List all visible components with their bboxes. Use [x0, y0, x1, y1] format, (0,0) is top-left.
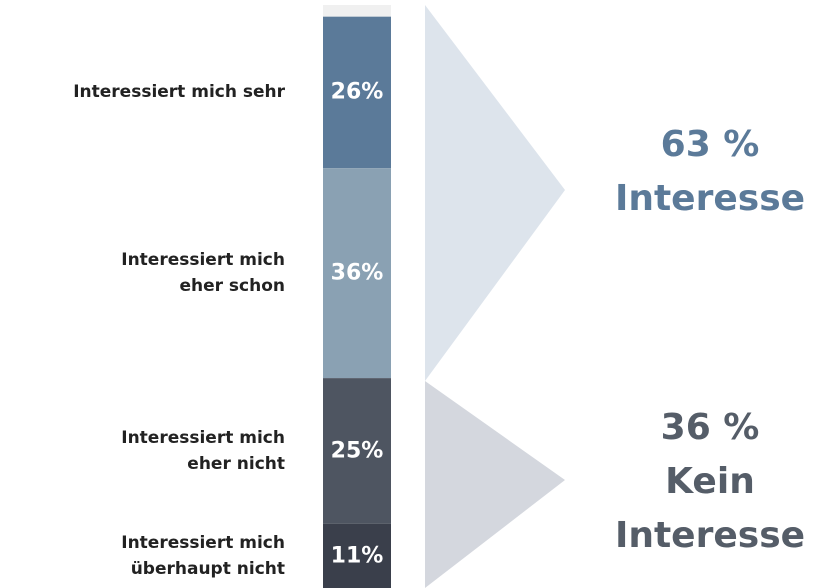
category-label: Interessiert mich sehr — [73, 82, 285, 103]
bar-segment — [323, 523, 391, 588]
category-label: Interessiert mich eher schon — [121, 250, 285, 297]
value-label: 36% — [330, 260, 384, 286]
bracket-no-interest — [425, 381, 565, 588]
annotation: 36 % Kein Interesse — [614, 407, 806, 556]
value-label: 11% — [330, 543, 384, 569]
bracket-interest — [425, 5, 565, 381]
bar-segment — [323, 5, 391, 17]
category-label: Interessiert mich überhaupt nicht — [121, 532, 285, 579]
value-label: 26% — [330, 79, 384, 105]
category-label: Interessiert mich eher nicht — [121, 427, 285, 474]
bar-segment — [323, 378, 391, 524]
bar-segment — [323, 168, 391, 379]
value-label: 25% — [330, 438, 384, 464]
bar-segment — [323, 16, 391, 169]
annotation: 63 % Interesse — [614, 124, 806, 219]
